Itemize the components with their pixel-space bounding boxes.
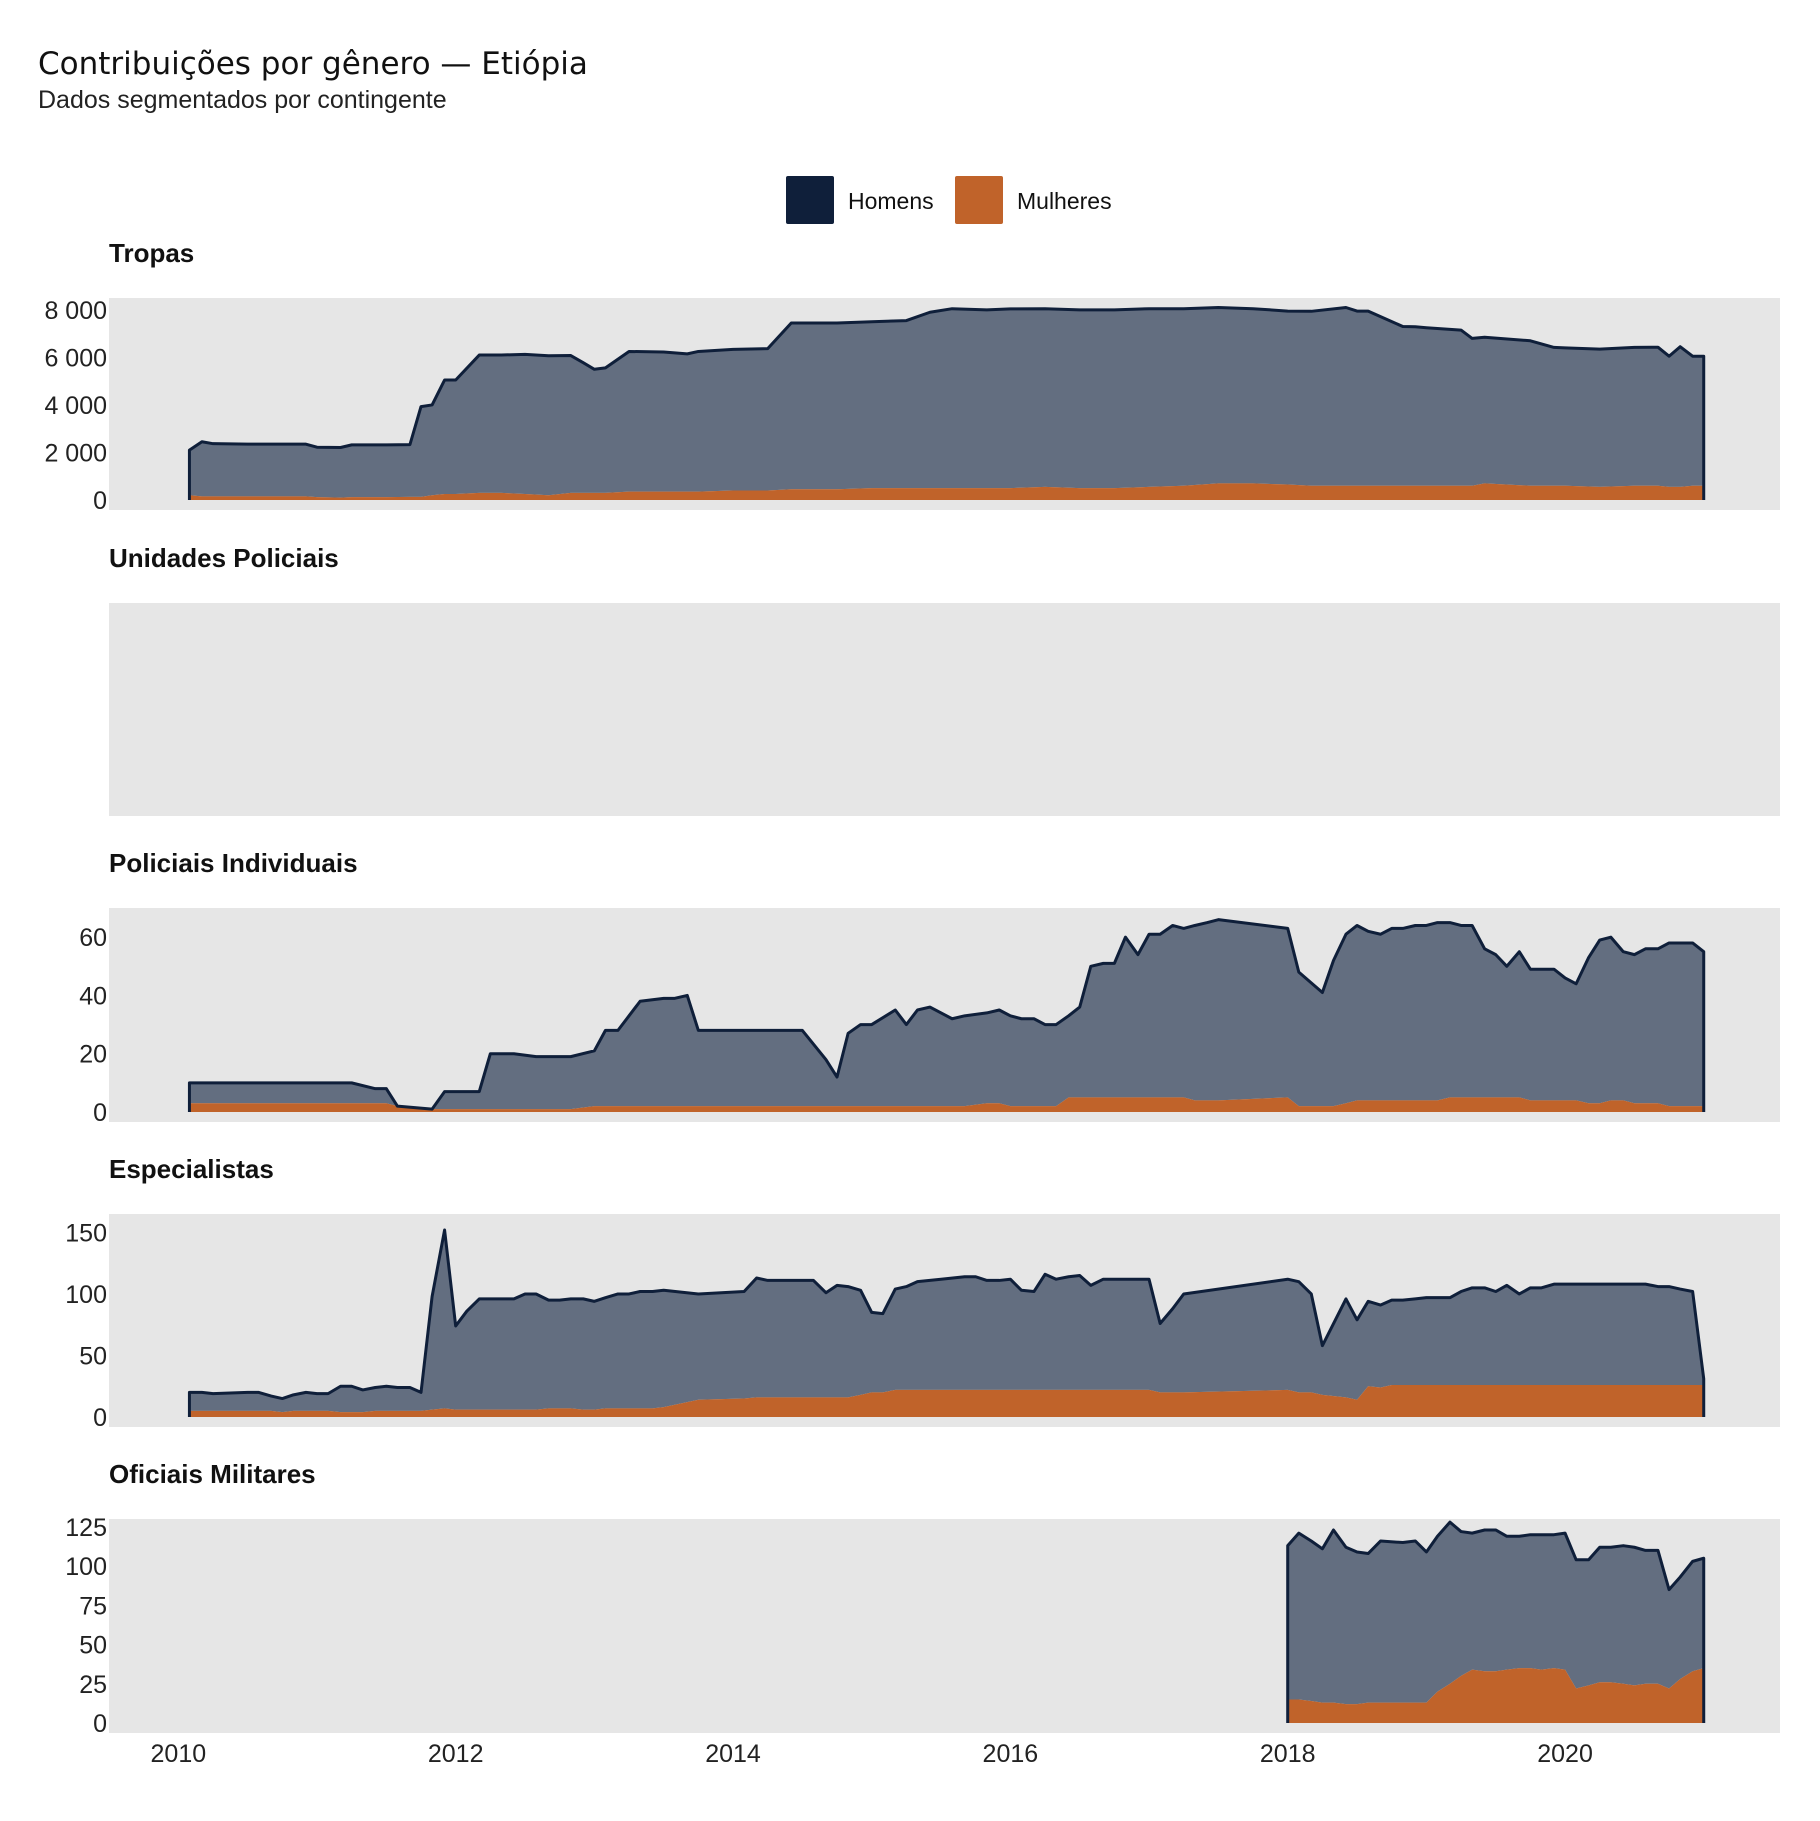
y-tick-label: 6 000 <box>44 344 107 372</box>
x-tick-label: 2018 <box>1260 1740 1316 1768</box>
line-total <box>1286 1520 1706 1723</box>
y-tick-label: 0 <box>93 1710 107 1738</box>
panel-title-unidades-policiais: Unidades Policiais <box>109 543 339 573</box>
y-tick-label: 150 <box>65 1219 107 1247</box>
y-tick-label: 0 <box>93 1404 107 1432</box>
y-tick-label: 60 <box>79 924 107 952</box>
y-tick-label: 125 <box>65 1514 107 1542</box>
panel-especialistas: Especialistas 0 50 100 150 <box>65 1154 1780 1432</box>
y-tick-label: 20 <box>79 1041 107 1069</box>
panel-title-policiais-individuais: Policiais Individuais <box>109 848 358 878</box>
legend-swatch-homens <box>786 176 834 224</box>
x-tick-label: 2016 <box>983 1740 1039 1768</box>
legend: Homens Mulheres <box>0 176 1820 224</box>
x-tick-label: 2014 <box>705 1740 761 1768</box>
area-homens <box>189 1229 1704 1413</box>
area-mulheres <box>189 1385 1704 1417</box>
panel-background <box>109 603 1780 816</box>
panel-title-tropas: Tropas <box>109 238 194 268</box>
panel-unidades-policiais: Unidades Policiais <box>109 543 1780 816</box>
y-tick-label: 100 <box>65 1553 107 1581</box>
y-tick-label: 0 <box>93 487 107 515</box>
legend-label-homens: Homens <box>848 188 934 214</box>
chart-title: Contribuições por gênero — Etiópia <box>38 46 588 82</box>
area-mulheres <box>189 483 1704 500</box>
panel-title-especialistas: Especialistas <box>109 1154 274 1184</box>
y-tick-label: 8 000 <box>44 297 107 325</box>
x-tick-label: 2020 <box>1537 1740 1593 1768</box>
line-total <box>187 918 1706 1112</box>
panel-title-oficiais-militares: Oficiais Militares <box>109 1459 316 1489</box>
panel-policiais-individuais: Policiais Individuais 0 20 40 60 <box>79 848 1780 1127</box>
y-tick-label: 25 <box>79 1671 107 1699</box>
legend-swatch-mulheres <box>955 176 1003 224</box>
area-mulheres <box>189 1097 1704 1112</box>
x-tick-label: 2010 <box>151 1740 207 1768</box>
y-tick-label: 50 <box>79 1632 107 1660</box>
y-tick-label: 100 <box>65 1281 107 1309</box>
chart-subtitle: Dados segmentados por contingente <box>38 86 447 114</box>
line-total <box>187 306 1706 500</box>
line-total <box>187 1228 1706 1417</box>
y-tick-label: 0 <box>93 1099 107 1127</box>
y-tick-label: 50 <box>79 1342 107 1370</box>
area-mulheres <box>1287 1668 1704 1723</box>
y-tick-label: 4 000 <box>44 392 107 420</box>
area-homens <box>189 919 1704 1110</box>
y-tick-label: 2 000 <box>44 439 107 467</box>
y-tick-label: 75 <box>79 1592 107 1620</box>
panel-tropas: Tropas 0 2 000 4 000 6 000 8 000 <box>44 238 1780 515</box>
area-homens <box>1287 1522 1704 1705</box>
y-tick-label: 40 <box>79 982 107 1010</box>
legend-label-mulheres: Mulheres <box>1017 188 1112 214</box>
x-tick-label: 2012 <box>428 1740 484 1768</box>
area-homens <box>189 307 1704 498</box>
panel-oficiais-militares: Oficiais Militares 0 25 50 75 100 125 <box>65 1459 1780 1738</box>
